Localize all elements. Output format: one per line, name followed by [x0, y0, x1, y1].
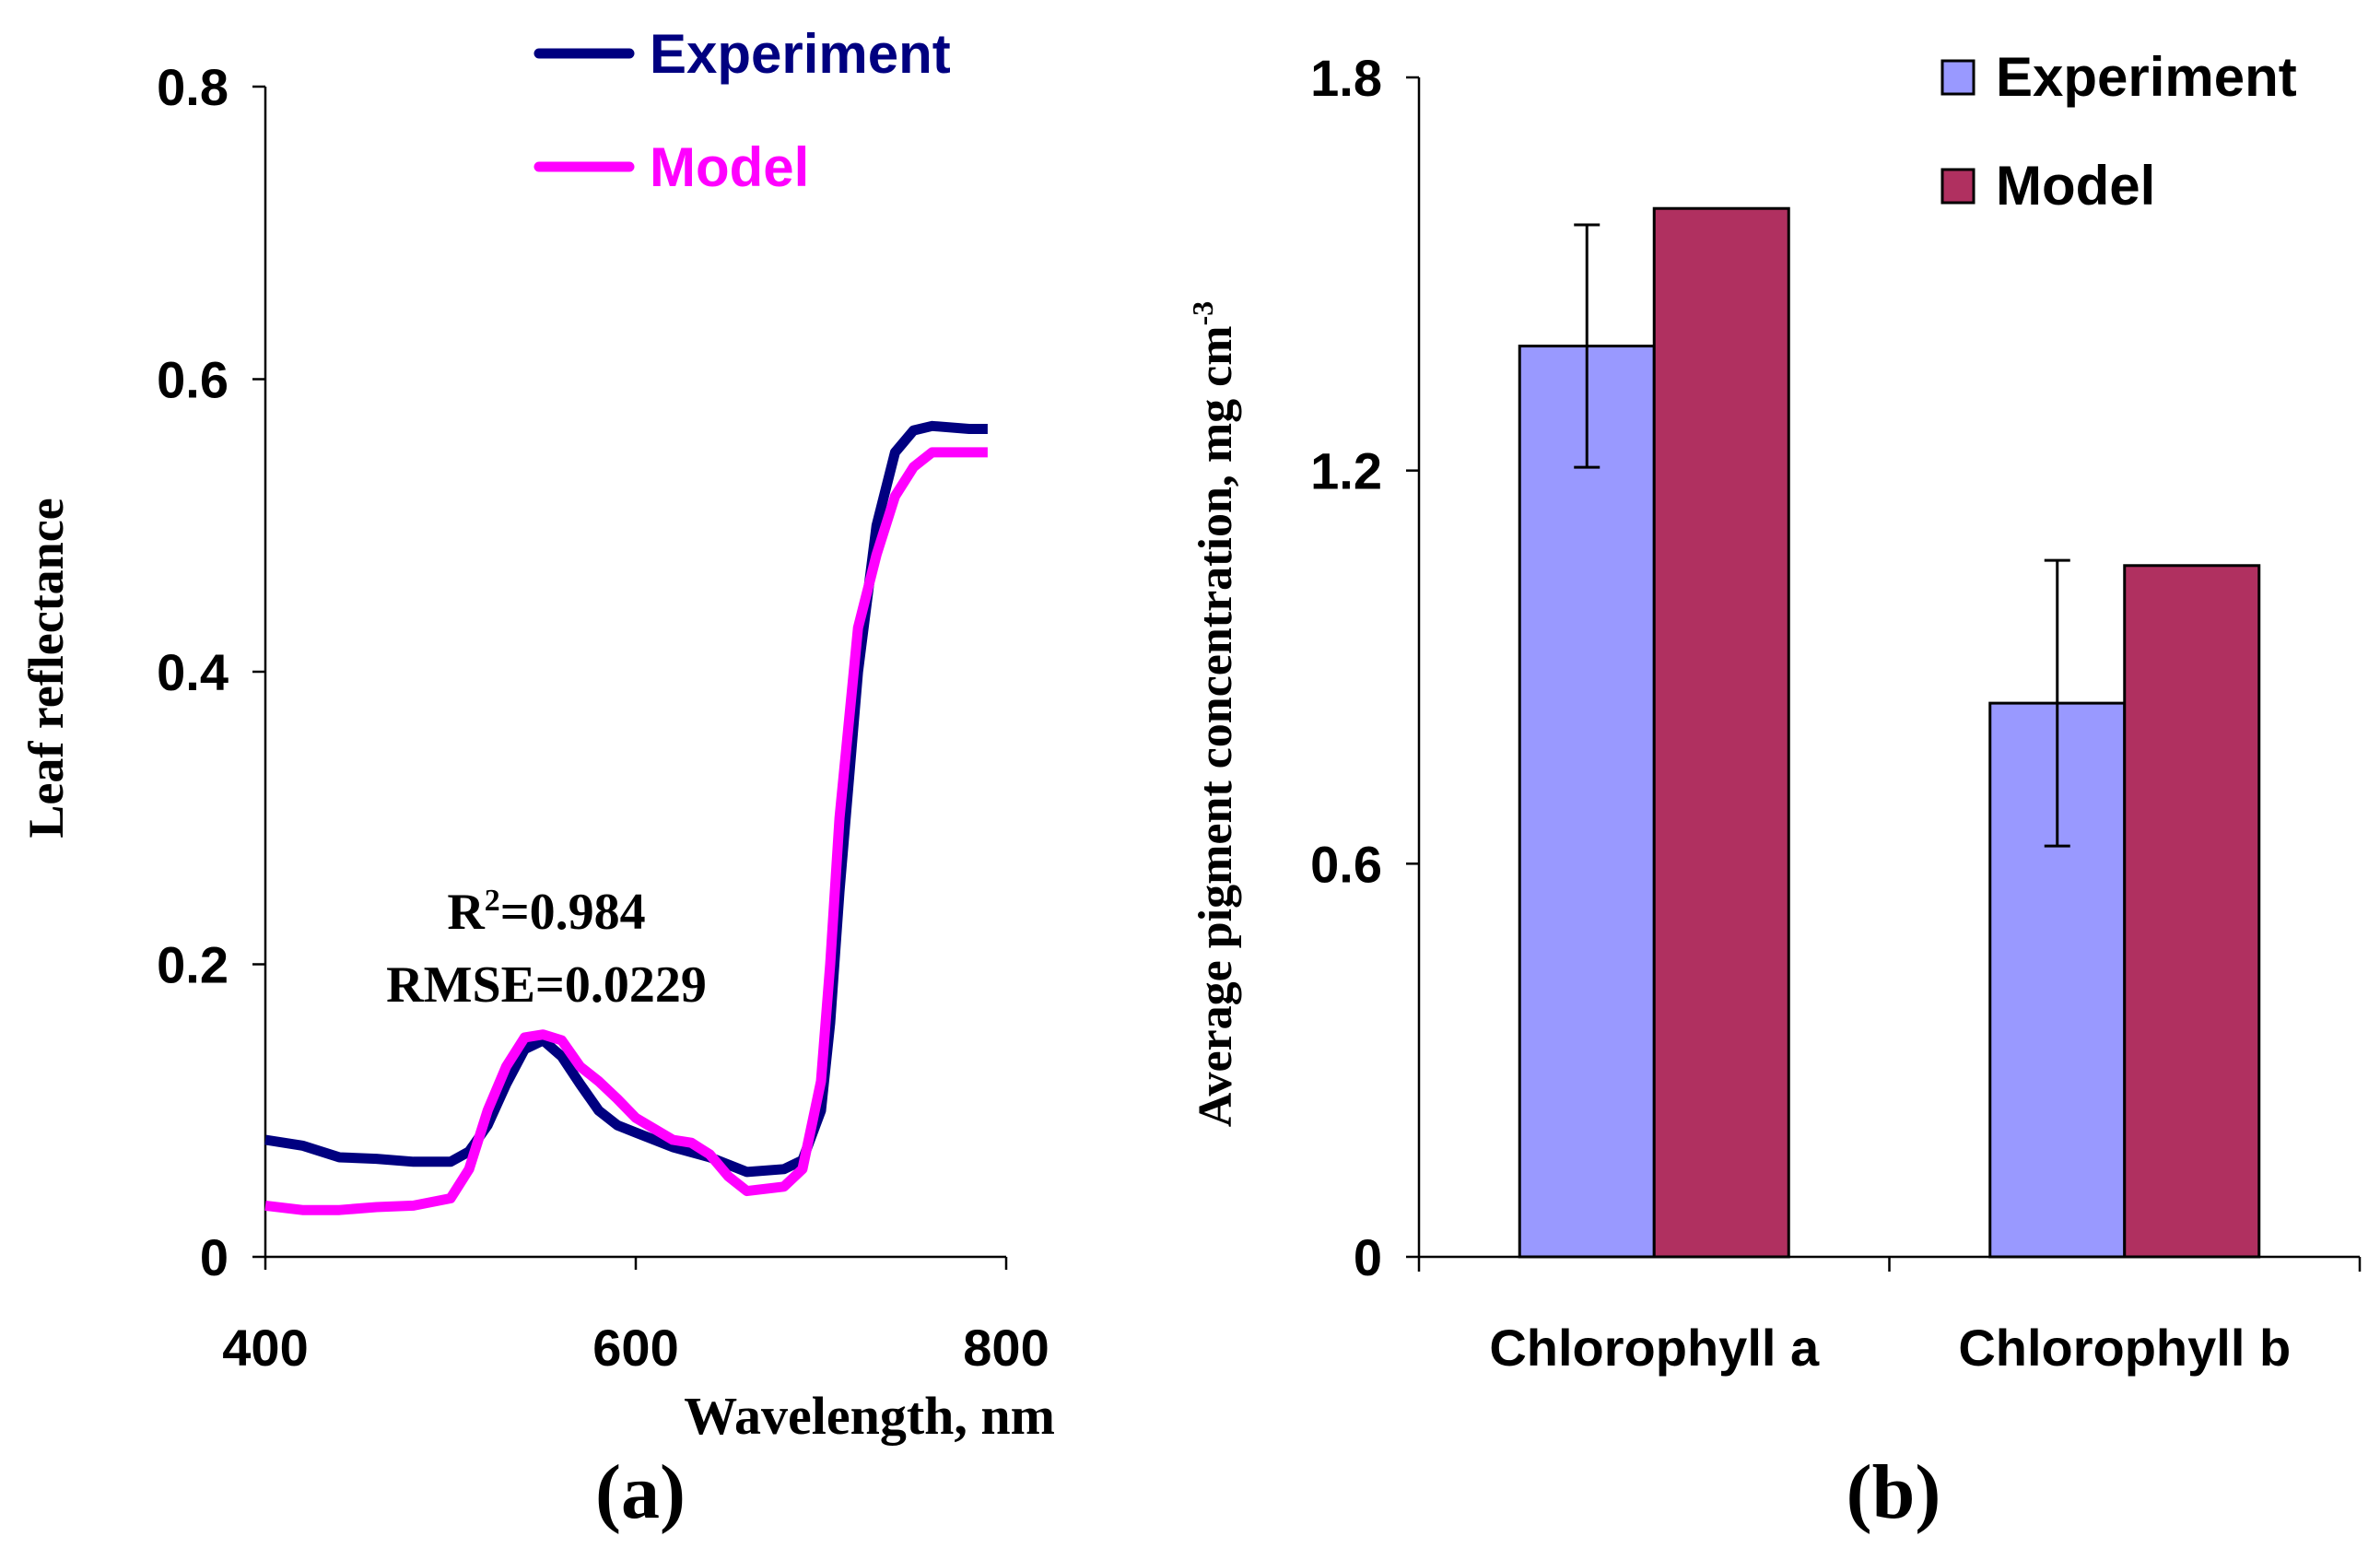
x-tick-label: 400: [222, 1319, 308, 1377]
category-label: Chlorophyll b: [1958, 1319, 2291, 1377]
legend-label-experiment: Experiment: [650, 23, 951, 85]
legend-label-experiment: Experiment: [1996, 46, 2297, 108]
y-axis-label: Leaf reflectance: [18, 498, 74, 838]
y-tick-label: 0.6: [157, 351, 229, 409]
r-squared-annotation: R2=0.984: [447, 884, 645, 941]
legend-swatch-experiment: [1940, 59, 1976, 96]
panel-b-pigment-chart: 0 0.6 1.2 1.8 Chlorophyll a Chlorophyll b Expe…: [1186, 46, 2362, 1535]
x-tick-label: 800: [963, 1319, 1049, 1377]
y-axis-label-sup: -3: [1186, 301, 1219, 326]
x-tick-label: 600: [592, 1319, 678, 1377]
y-axis-label: Average pigment concentration, mg cm-3: [1186, 301, 1242, 1127]
r-sup: 2: [485, 884, 500, 918]
y-tick-label: 0.2: [157, 936, 229, 994]
y-tick-label: 0.6: [1310, 835, 1382, 893]
y-tick-label: 0.4: [157, 643, 229, 701]
r-label: R: [447, 884, 485, 941]
y-tick-label: 0.8: [157, 58, 229, 116]
bar-model-2: [2123, 564, 2261, 1259]
y-tick-label: 1.2: [1310, 442, 1382, 500]
rmse-annotation: RMSE=0.0229: [386, 956, 707, 1014]
y-axis-label-text: Average pigment concentration, mg cm: [1190, 325, 1242, 1127]
legend-label-model: Model: [650, 136, 809, 198]
y-tick-label: 1.8: [1310, 49, 1382, 107]
bar-experiment-1: [1518, 345, 1656, 1259]
legend-label-model: Model: [1996, 155, 2155, 217]
series-line-model: [264, 447, 988, 1215]
y-tick-label: 0: [200, 1228, 229, 1286]
r-value: =0.984: [500, 884, 646, 941]
series-line-experiment: [264, 420, 988, 1178]
panel-label-a: (a): [595, 1449, 686, 1535]
category-label: Chlorophyll a: [1489, 1319, 1820, 1377]
x-axis-label: Wavelength, nm: [684, 1386, 1055, 1446]
panel-a-reflectance-chart: 0 0.2 0.4 0.6 0.8 400 600 800 Experiment Model R2=…: [18, 23, 1055, 1535]
legend-swatch-model: [1940, 168, 1976, 205]
panel-label-b: (b): [1847, 1449, 1941, 1535]
y-tick-label: 0: [1354, 1228, 1382, 1286]
bar-model-1: [1652, 206, 1790, 1259]
